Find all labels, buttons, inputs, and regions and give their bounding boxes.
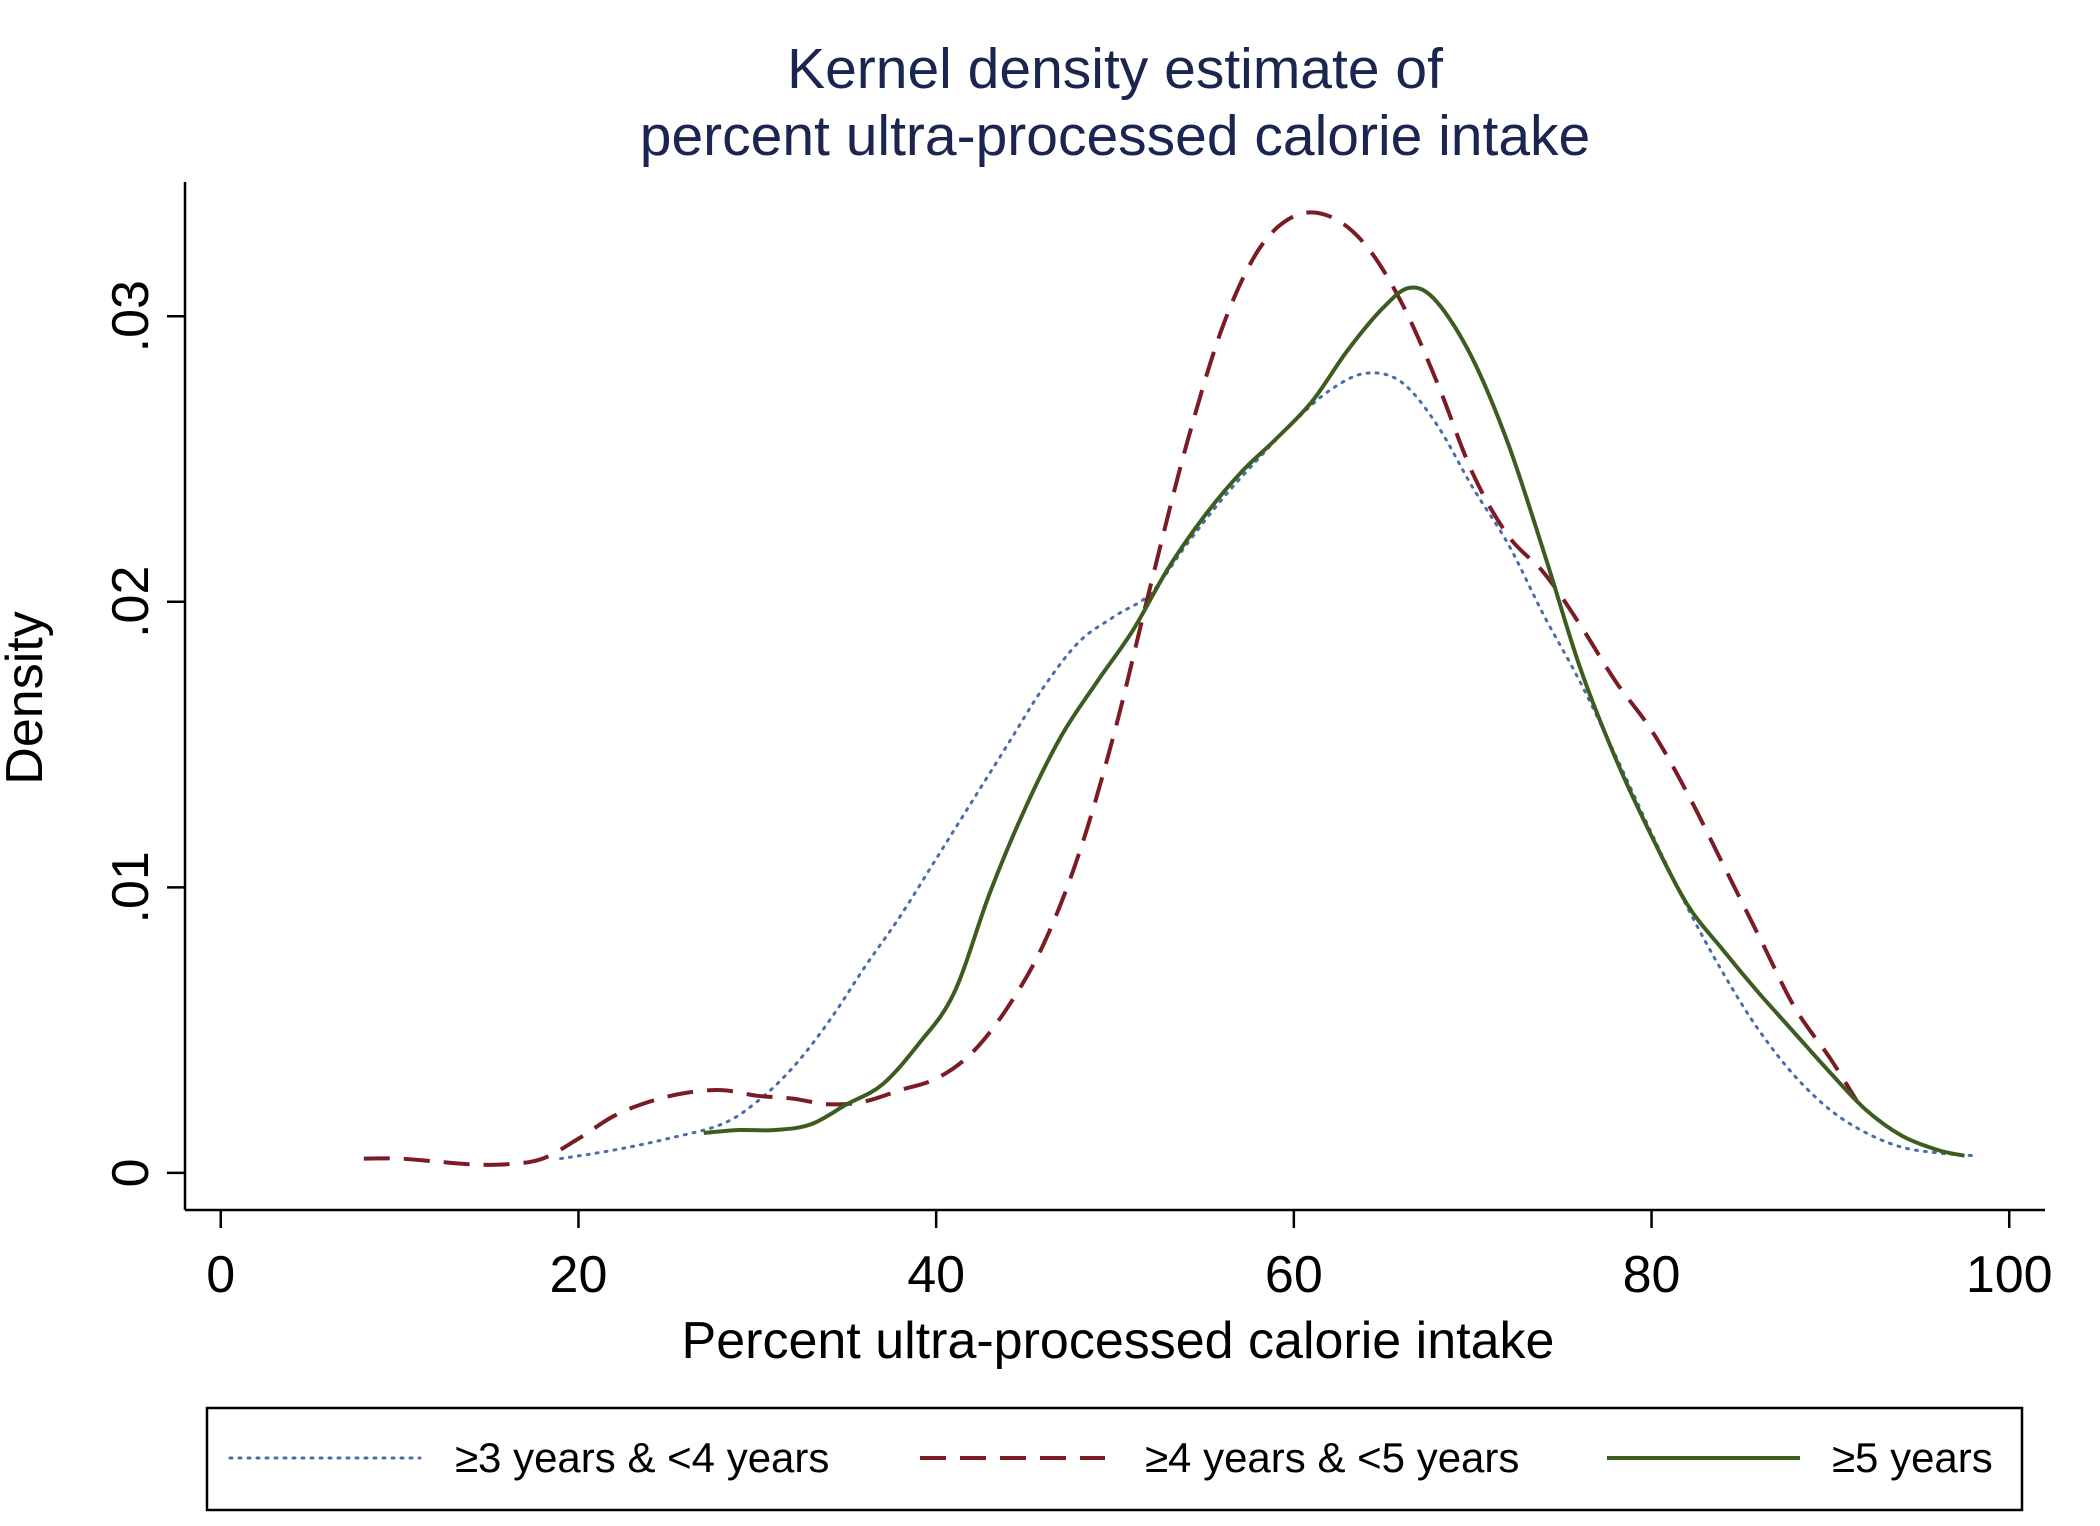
x-tick-label: 20 [550, 1246, 608, 1304]
x-tick-label: 80 [1623, 1246, 1681, 1304]
y-axis-label: Density [0, 611, 54, 784]
legend: ≥3 years & <4 years ≥4 years & <5 years … [205, 1406, 2024, 1512]
x-tick-label: 100 [1966, 1246, 2053, 1304]
series-line-2 [703, 285, 1965, 1158]
series-line-0 [559, 371, 1975, 1161]
legend-label-1: ≥4 years & <5 years [1145, 1434, 1519, 1481]
chart-title-line-1: Kernel density estimate of [787, 37, 1443, 101]
y-ticks: 0 .01 .02 .03 [102, 280, 185, 1187]
series-layer [363, 210, 1975, 1167]
series-line-1 [363, 210, 1859, 1167]
legend-label-0: ≥3 years & <4 years [455, 1434, 829, 1481]
legend-label-2: ≥5 years [1832, 1434, 1993, 1481]
x-tick-label: 60 [1265, 1246, 1323, 1304]
x-ticks: 0 20 40 60 80 100 [206, 1210, 2053, 1304]
x-tick-label: 0 [206, 1246, 235, 1304]
x-tick-label: 40 [907, 1246, 965, 1304]
y-tick-label: 0 [102, 1158, 160, 1187]
y-tick-label: .02 [102, 566, 160, 638]
chart-title-line-2: percent ultra-processed calorie intake [640, 104, 1591, 168]
y-tick-label: .01 [102, 851, 160, 923]
y-tick-label: .03 [102, 280, 160, 352]
x-axis-label: Percent ultra-processed calorie intake [682, 1312, 1555, 1370]
